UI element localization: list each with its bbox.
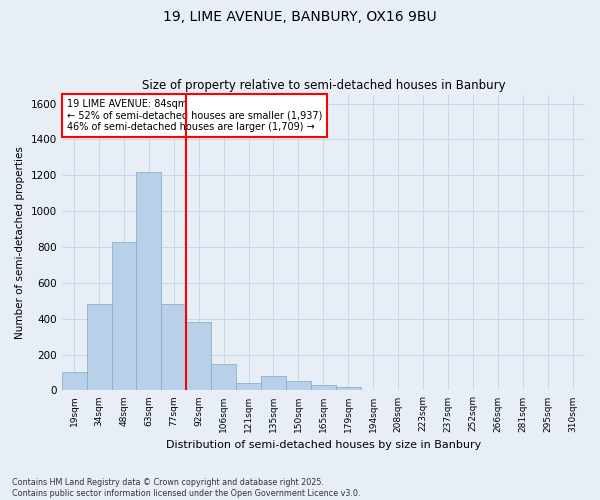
Bar [211, 364, 236, 390]
Bar [311, 385, 336, 390]
Bar [286, 380, 311, 390]
Bar [261, 376, 286, 390]
Bar [186, 322, 211, 390]
Bar [136, 172, 161, 390]
Y-axis label: Number of semi-detached properties: Number of semi-detached properties [15, 146, 25, 339]
X-axis label: Distribution of semi-detached houses by size in Banbury: Distribution of semi-detached houses by … [166, 440, 481, 450]
Title: Size of property relative to semi-detached houses in Banbury: Size of property relative to semi-detach… [142, 79, 505, 92]
Bar [161, 304, 186, 390]
Text: 19, LIME AVENUE, BANBURY, OX16 9BU: 19, LIME AVENUE, BANBURY, OX16 9BU [163, 10, 437, 24]
Bar [112, 242, 136, 390]
Bar [336, 387, 361, 390]
Bar [236, 384, 261, 390]
Text: 19 LIME AVENUE: 84sqm
← 52% of semi-detached houses are smaller (1,937)
46% of s: 19 LIME AVENUE: 84sqm ← 52% of semi-deta… [67, 99, 322, 132]
Bar [62, 372, 86, 390]
Bar [86, 304, 112, 390]
Text: Contains HM Land Registry data © Crown copyright and database right 2025.
Contai: Contains HM Land Registry data © Crown c… [12, 478, 361, 498]
